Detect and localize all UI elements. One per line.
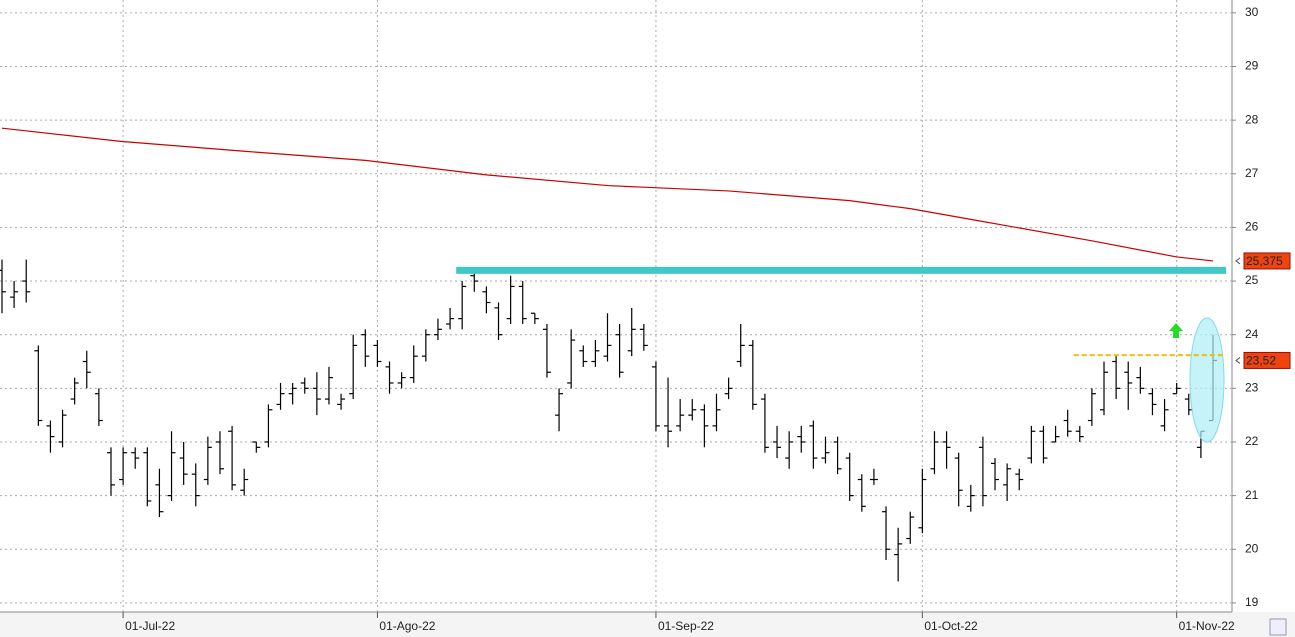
x-tick-label: 01-Jul-22	[125, 619, 175, 633]
price-label-box	[1243, 252, 1291, 270]
x-tick-label: 01-Sep-22	[658, 619, 714, 633]
y-tick-label: 21	[1245, 488, 1259, 502]
overlay: 25,375 23,52	[456, 252, 1291, 369]
y-tick-label: 27	[1245, 166, 1259, 180]
y-tick-label: 24	[1245, 327, 1259, 341]
x-axis-band	[0, 612, 1295, 637]
y-tick-label: 28	[1245, 112, 1259, 126]
y-tick-label: 20	[1245, 541, 1259, 555]
y-tick-label: 30	[1245, 5, 1259, 19]
y-tick-label: 23	[1245, 381, 1259, 395]
y-tick-label: 26	[1245, 220, 1259, 234]
up-arrow	[1169, 323, 1183, 338]
price-label: 25,375	[1246, 254, 1283, 268]
y-tick-label: 19	[1245, 595, 1259, 609]
x-tick-label: 01-Nov-22	[1179, 619, 1235, 633]
x-tick-label: 01-Oct-22	[924, 619, 978, 633]
grid: 19 20 21 22 23 24 25 26 27 28 29 30 01-Jul-22 01-Ago-…	[0, 0, 1259, 633]
price-label: 23,52	[1246, 354, 1276, 368]
price-pointer	[1235, 257, 1241, 265]
price-label-box	[1243, 351, 1291, 369]
y-tick-label: 22	[1245, 434, 1259, 448]
price-pointer	[1235, 357, 1241, 364]
y-tick-label: 25	[1245, 273, 1259, 287]
highlight-ellipse	[1189, 317, 1225, 443]
x-tick-label: 01-Ago-22	[379, 619, 435, 633]
moving-average	[1, 127, 1214, 262]
corner-icon	[1269, 618, 1287, 636]
marks	[0, 127, 1217, 582]
y-tick-label: 29	[1245, 59, 1259, 73]
